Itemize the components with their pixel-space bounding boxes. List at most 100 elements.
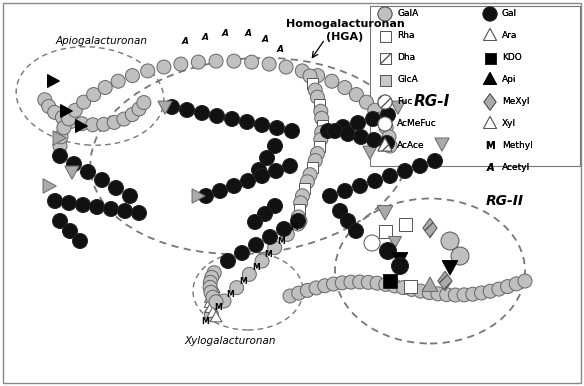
Polygon shape	[204, 296, 216, 307]
Circle shape	[206, 290, 220, 304]
Bar	[380, 30, 391, 42]
Polygon shape	[484, 29, 496, 41]
Circle shape	[483, 7, 497, 21]
Circle shape	[241, 173, 256, 188]
Circle shape	[303, 69, 317, 83]
Circle shape	[61, 195, 77, 210]
Text: Acetyl: Acetyl	[502, 164, 530, 173]
Circle shape	[349, 88, 363, 102]
Circle shape	[344, 275, 358, 289]
Circle shape	[89, 200, 105, 215]
Circle shape	[311, 69, 325, 83]
Polygon shape	[438, 271, 452, 291]
Circle shape	[364, 235, 380, 251]
Circle shape	[379, 121, 393, 135]
Circle shape	[509, 277, 523, 291]
Text: A: A	[245, 29, 252, 37]
Circle shape	[255, 254, 269, 268]
Text: Methyl: Methyl	[502, 142, 533, 151]
Polygon shape	[484, 94, 496, 110]
Circle shape	[457, 288, 471, 302]
Circle shape	[374, 112, 388, 126]
Circle shape	[396, 281, 410, 295]
Text: GlcA: GlcA	[397, 76, 418, 85]
Text: Dha: Dha	[397, 54, 415, 63]
Circle shape	[75, 198, 91, 213]
Circle shape	[379, 278, 393, 291]
Circle shape	[41, 99, 55, 113]
Circle shape	[296, 64, 310, 78]
Circle shape	[449, 288, 463, 302]
Polygon shape	[47, 74, 60, 88]
Circle shape	[398, 164, 412, 178]
Circle shape	[311, 147, 325, 161]
Polygon shape	[192, 189, 205, 203]
Circle shape	[378, 95, 392, 109]
Text: RG-II: RG-II	[486, 194, 524, 208]
Circle shape	[53, 149, 68, 164]
Bar	[380, 52, 391, 64]
Polygon shape	[392, 252, 408, 267]
Text: A: A	[486, 163, 493, 173]
Circle shape	[353, 275, 367, 289]
Circle shape	[97, 117, 110, 131]
Circle shape	[209, 54, 223, 68]
Circle shape	[303, 168, 317, 182]
Circle shape	[367, 132, 381, 147]
Polygon shape	[363, 146, 377, 159]
Text: A: A	[221, 29, 228, 39]
Polygon shape	[377, 206, 393, 220]
Circle shape	[65, 114, 79, 128]
Circle shape	[267, 240, 281, 255]
Circle shape	[205, 271, 218, 284]
Circle shape	[107, 115, 121, 129]
Circle shape	[391, 257, 408, 274]
Text: KDO: KDO	[502, 54, 522, 63]
Circle shape	[451, 247, 469, 265]
Circle shape	[86, 88, 100, 102]
Circle shape	[293, 214, 307, 228]
Text: Ara: Ara	[502, 32, 517, 41]
Text: Fuc: Fuc	[397, 98, 412, 107]
Circle shape	[77, 95, 91, 109]
Circle shape	[294, 196, 308, 210]
Circle shape	[361, 275, 376, 290]
Circle shape	[300, 283, 314, 297]
Circle shape	[296, 189, 310, 203]
Circle shape	[382, 130, 396, 144]
Circle shape	[308, 154, 322, 168]
Circle shape	[381, 107, 395, 122]
Circle shape	[500, 279, 515, 294]
Text: RG-I: RG-I	[414, 93, 450, 108]
Polygon shape	[158, 101, 172, 114]
Circle shape	[224, 112, 239, 127]
Circle shape	[315, 111, 329, 125]
Circle shape	[207, 266, 221, 280]
Circle shape	[204, 307, 218, 321]
Circle shape	[431, 287, 445, 301]
Circle shape	[62, 223, 78, 239]
Circle shape	[340, 213, 356, 229]
Circle shape	[338, 81, 352, 95]
Circle shape	[38, 93, 52, 107]
Text: AcAce: AcAce	[397, 142, 425, 151]
Circle shape	[95, 173, 110, 188]
Circle shape	[518, 274, 532, 288]
Polygon shape	[65, 166, 79, 179]
Circle shape	[235, 245, 249, 261]
Circle shape	[279, 60, 293, 74]
Text: GlcA: GlcA	[397, 76, 418, 85]
Circle shape	[111, 74, 125, 88]
Bar	[404, 279, 416, 293]
Circle shape	[359, 95, 373, 109]
Circle shape	[387, 279, 401, 293]
Circle shape	[230, 281, 244, 295]
Polygon shape	[378, 138, 392, 151]
Circle shape	[283, 159, 297, 173]
Text: M: M	[277, 237, 285, 245]
Circle shape	[383, 139, 397, 153]
Circle shape	[194, 105, 210, 120]
Circle shape	[179, 103, 194, 117]
Polygon shape	[423, 218, 437, 238]
Text: M: M	[201, 317, 209, 325]
